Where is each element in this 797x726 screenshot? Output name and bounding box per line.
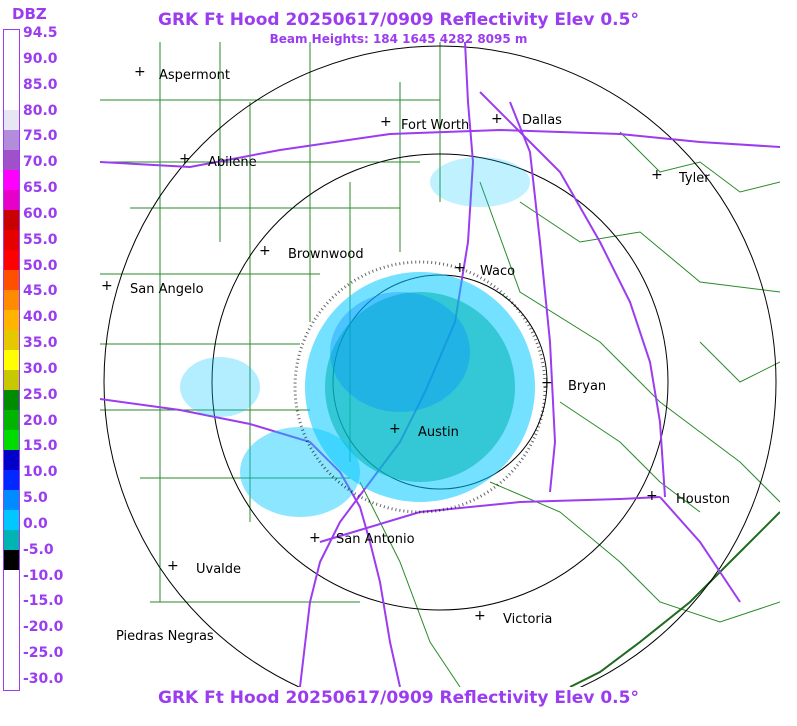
legend-tick-label: -30.0 (23, 671, 64, 687)
legend-tick-label: 80.0 (23, 102, 58, 119)
city-label: Aspermont (159, 68, 230, 83)
legend-swatch (4, 270, 19, 290)
legend-unit-label: DBZ (12, 5, 47, 23)
city-label: Victoria (503, 612, 553, 627)
city-label: Austin (418, 425, 459, 440)
city-label: Abilene (208, 155, 257, 170)
legend-swatch (4, 590, 19, 610)
legend-swatch (4, 230, 19, 250)
city-marker-icon: + (491, 111, 503, 127)
legend-swatch (4, 310, 19, 330)
city-marker-icon: + (179, 151, 191, 167)
legend-swatch (4, 610, 19, 630)
legend-swatch (4, 470, 19, 490)
legend-tick-label: -15.0 (23, 593, 64, 610)
legend-swatch (4, 90, 19, 110)
city-marker-icon: + (259, 243, 271, 259)
city-marker-icon: + (651, 167, 663, 183)
city-label: Bryan (568, 379, 607, 394)
city-marker-icon: + (309, 530, 321, 546)
legend-swatch (4, 450, 19, 470)
city-label: Uvalde (196, 562, 242, 577)
legend-swatch (4, 530, 19, 550)
city-marker-icon: + (454, 260, 466, 276)
city-marker-icon: + (646, 488, 658, 504)
city-marker-icon: + (134, 64, 146, 80)
legend-tick-label: 55.0 (23, 231, 58, 248)
coastline (569, 511, 780, 687)
legend-swatch (4, 430, 19, 450)
city-marker-icon: + (380, 114, 392, 130)
city-label: Dallas (522, 113, 562, 128)
legend-tick-label: 25.0 (23, 386, 58, 403)
legend-swatch (4, 510, 19, 530)
legend-tick-label: 94.5 (23, 25, 58, 41)
legend-swatch (4, 650, 19, 670)
radar-map (100, 42, 780, 687)
legend-swatch (4, 490, 19, 510)
legend-tick-label: 20.0 (23, 412, 58, 429)
legend-swatch (4, 70, 19, 90)
legend-tick-label: 70.0 (23, 154, 58, 171)
legend-tick-label: 75.0 (23, 128, 58, 145)
legend-tick-label: 30.0 (23, 360, 58, 377)
legend-tick-label: 65.0 (23, 180, 58, 197)
legend-swatch (4, 570, 19, 590)
legend-swatch (4, 670, 19, 690)
legend-swatch (4, 190, 19, 210)
legend-tick-label: -25.0 (23, 645, 64, 662)
legend-tick-label: -20.0 (23, 619, 64, 636)
legend-swatch (4, 150, 19, 170)
city-label: Fort Worth (401, 118, 470, 133)
legend-tick-label: 0.0 (23, 515, 48, 532)
reflectivity-echoes (180, 157, 547, 517)
legend-swatch (4, 250, 19, 270)
city-marker-icon: + (167, 558, 179, 574)
legend-color-bar (3, 29, 20, 691)
city-label: Tyler (679, 171, 710, 186)
legend-swatch (4, 370, 19, 390)
legend-tick-label: -5.0 (23, 541, 54, 558)
city-marker-icon: + (101, 278, 113, 294)
legend-swatch (4, 110, 19, 130)
legend-swatch (4, 170, 19, 190)
legend-tick-label: 90.0 (23, 50, 58, 67)
legend-tick-label: 35.0 (23, 335, 58, 352)
legend-tick-label: 5.0 (23, 490, 48, 507)
city-label: San Antonio (336, 532, 415, 547)
legend-swatch (4, 550, 19, 570)
legend-swatch (4, 350, 19, 370)
legend-tick-label: 60.0 (23, 205, 58, 222)
city-label: Waco (480, 264, 516, 279)
highways (100, 42, 780, 687)
title-bottom: GRK Ft Hood 20250617/0909 Reflectivity E… (158, 688, 639, 708)
legend-swatch (4, 390, 19, 410)
legend-swatch (4, 30, 19, 50)
legend-swatch (4, 290, 19, 310)
subtitle: Beam Heights: 184 1645 4282 8095 m (269, 32, 528, 46)
legend-swatch (4, 630, 19, 650)
city-marker-icon: + (541, 375, 553, 391)
city-label: San Angelo (130, 282, 204, 297)
legend-tick-label: 15.0 (23, 438, 58, 455)
legend-tick-label: 85.0 (23, 76, 58, 93)
city-label: Piedras Negras (116, 629, 214, 644)
legend-tick-label: 40.0 (23, 309, 58, 326)
city-marker-icon: + (474, 608, 486, 624)
legend-tick-label: 50.0 (23, 257, 58, 274)
city-marker-icon: + (389, 421, 401, 437)
legend-swatch (4, 50, 19, 70)
legend-tick-label: 10.0 (23, 464, 58, 481)
legend-swatch (4, 410, 19, 430)
county-boundaries (100, 42, 780, 687)
title-top: GRK Ft Hood 20250617/0909 Reflectivity E… (158, 10, 639, 30)
legend-tick-label: -10.0 (23, 567, 64, 584)
legend-swatch (4, 130, 19, 150)
legend-tick-label: 45.0 (23, 283, 58, 300)
legend-swatch (4, 210, 19, 230)
city-label: Houston (676, 492, 731, 507)
legend-swatch (4, 330, 19, 350)
city-label: Brownwood (288, 247, 364, 262)
